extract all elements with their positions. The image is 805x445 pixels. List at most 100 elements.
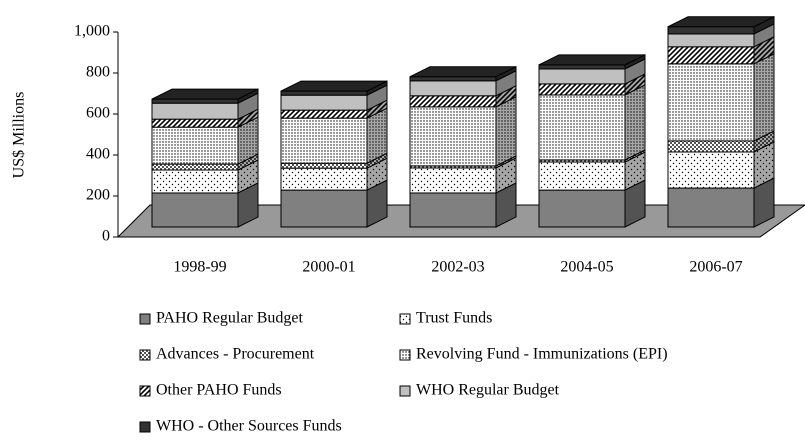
- bar-side-shade: [625, 54, 645, 69]
- bar-side-shade: [367, 81, 387, 96]
- bar-side-shade: [754, 178, 774, 227]
- bar-side-shade: [367, 108, 387, 164]
- bar-side-shade: [238, 89, 258, 104]
- bar-side-shade: [496, 70, 516, 96]
- bar-side-shade: [496, 66, 516, 81]
- bar-side-shade: [496, 157, 516, 193]
- bar-segment: [409, 95, 497, 108]
- bar-segment: [151, 192, 239, 228]
- bar-segment: [538, 94, 626, 161]
- bar-segment: [409, 167, 497, 194]
- bar-side-shade: [367, 85, 387, 111]
- bar-segment: [280, 109, 368, 119]
- bar-top-shade: [410, 66, 516, 77]
- bar-segment: [667, 33, 755, 48]
- bar-segment: [151, 102, 239, 120]
- bar-top: [538, 54, 646, 66]
- bar-segment: [409, 192, 497, 228]
- y-axis-label: US$ Millions: [11, 92, 28, 179]
- legend-swatch: [139, 421, 151, 433]
- x-tick-label: 1998-99: [173, 259, 226, 276]
- legend-label: Revolving Fund - Immunizations (EPI): [416, 346, 668, 363]
- y-tick-label: 800: [86, 64, 110, 81]
- bar-segment: [151, 169, 239, 194]
- bar-side-shade: [238, 182, 258, 227]
- legend-label: WHO Regular Budget: [416, 382, 560, 399]
- bar-top: [151, 88, 259, 100]
- legend-label: Other PAHO Funds: [156, 382, 282, 399]
- legend-label: PAHO Regular Budget: [156, 310, 304, 327]
- legend-swatch: [139, 385, 151, 397]
- bar-side-shade: [625, 73, 645, 95]
- bar-top: [280, 80, 388, 92]
- bar-side-shade: [754, 36, 774, 64]
- bar-top-shade: [668, 16, 774, 27]
- legend-swatch: [399, 313, 411, 325]
- bar-segment: [667, 63, 755, 142]
- bar-side-shade: [625, 58, 645, 84]
- bar-segment: [667, 46, 755, 65]
- bar-side-shade: [625, 152, 645, 191]
- bar-side-shade: [367, 100, 387, 119]
- bar-segment: [667, 187, 755, 228]
- bar-side-shade: [496, 96, 516, 166]
- bar-side-shade: [625, 84, 645, 160]
- legend-label: Advances - Procurement: [156, 346, 315, 363]
- bar-side-shade: [496, 85, 516, 107]
- x-tick-label: 2004-05: [560, 259, 613, 276]
- legend-swatch: [399, 385, 411, 397]
- bar-side-shade: [754, 53, 774, 141]
- bar-segment: [280, 90, 368, 96]
- bar-segment: [151, 118, 239, 128]
- y-tick-label: 1,000: [74, 23, 110, 40]
- x-tick-label: 2000-01: [302, 259, 355, 276]
- bar-segment: [538, 189, 626, 228]
- bar-segment: [538, 64, 626, 70]
- bar-segment: [409, 76, 497, 82]
- legend-swatch: [399, 349, 411, 361]
- x-tick-label: 2006-07: [689, 259, 742, 276]
- bar-top-shade: [539, 54, 645, 65]
- bar-segment: [409, 106, 497, 167]
- bar-top: [667, 16, 775, 28]
- y-tick-label: 400: [86, 146, 110, 163]
- bar-side-shade: [238, 109, 258, 128]
- legend-swatch: [139, 313, 151, 325]
- bar-side-shade: [754, 141, 774, 189]
- bar-top-shade: [281, 81, 387, 92]
- bar-side-shade: [238, 154, 258, 171]
- bar-segment: [667, 26, 755, 35]
- bar-segment: [667, 151, 755, 189]
- bar-side-shade: [625, 180, 645, 227]
- bar-segment: [538, 83, 626, 96]
- bar-side-shade: [754, 130, 774, 152]
- bar-side-shade: [367, 153, 387, 169]
- legend-swatch: [139, 349, 151, 361]
- bar-segment: [280, 162, 368, 169]
- bar-segment: [151, 163, 239, 171]
- bar-top-shade: [152, 89, 258, 100]
- bar-side-shade: [238, 117, 258, 165]
- bar-side-shade: [754, 23, 774, 47]
- bar-segment: [280, 94, 368, 111]
- bar-segment: [667, 140, 755, 153]
- bar-segment: [409, 80, 497, 97]
- bar-segment: [280, 167, 368, 191]
- bar-segment: [538, 68, 626, 85]
- x-tick-label: 2002-03: [431, 259, 484, 276]
- bar-side-shade: [367, 180, 387, 227]
- bar-top: [409, 66, 517, 78]
- bar-side-shade: [496, 182, 516, 227]
- bar-segment: [280, 189, 368, 228]
- bar-side-shade: [238, 160, 258, 193]
- bar-side-shade: [238, 93, 258, 120]
- bar-segment: [280, 117, 368, 164]
- y-tick-label: 200: [86, 187, 110, 204]
- bar-side-shade: [754, 16, 774, 34]
- y-tick-label: 600: [86, 105, 110, 122]
- bar-segment: [538, 161, 626, 191]
- legend-label: Trust Funds: [416, 310, 492, 327]
- bar-segment: [151, 98, 239, 104]
- bar-segment: [151, 126, 239, 165]
